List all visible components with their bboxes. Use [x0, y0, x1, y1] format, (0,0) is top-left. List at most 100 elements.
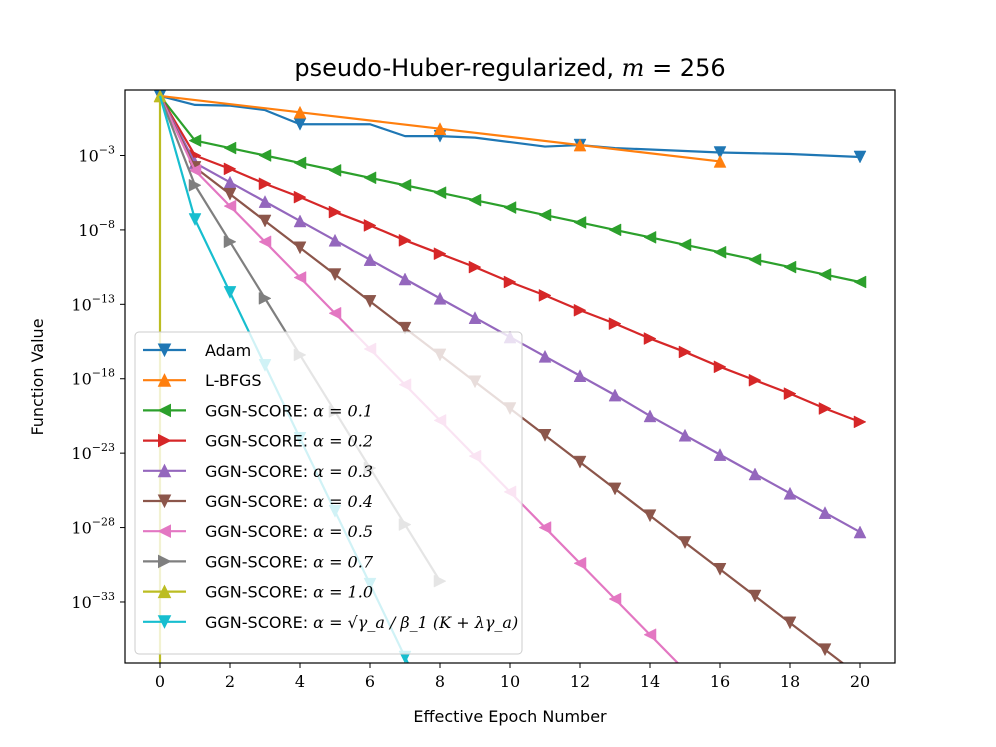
data-point	[258, 177, 272, 191]
legend-item: L-BFGS	[143, 371, 262, 390]
data-point	[258, 214, 272, 228]
data-point	[328, 233, 342, 247]
data-point	[713, 245, 727, 259]
legend-item: GGN-SCORE: α = 0.5	[143, 522, 373, 541]
data-point	[608, 482, 622, 496]
x-tick-label: 12	[570, 672, 590, 691]
data-point	[258, 149, 272, 162]
legend-item: GGN-SCORE: α = 1.0	[143, 583, 373, 602]
data-point	[783, 387, 797, 401]
data-point	[643, 230, 657, 244]
data-point	[293, 190, 307, 204]
data-point	[223, 199, 237, 213]
legend-marker	[157, 494, 172, 509]
data-point	[783, 616, 797, 630]
data-point	[223, 286, 237, 299]
data-point	[573, 369, 587, 383]
legend-marker	[157, 373, 172, 387]
data-point	[328, 306, 342, 320]
legend: Adam L-BFGS GGN-SCORE: α = 0.1 GGN-SCORE: α…	[134, 331, 523, 655]
data-point	[783, 260, 797, 274]
data-point	[293, 105, 307, 119]
data-point	[573, 216, 587, 229]
data-point	[363, 219, 377, 232]
data-point	[363, 171, 377, 185]
x-tick-label: 2	[225, 672, 235, 691]
data-point	[818, 402, 832, 415]
data-point	[573, 138, 587, 152]
data-point	[573, 556, 587, 570]
legend-item: GGN-SCORE: α = 0.3	[143, 462, 373, 481]
y-tick-label: 10−13	[71, 292, 115, 314]
data-point	[293, 156, 307, 170]
data-point	[713, 154, 727, 168]
data-point	[573, 455, 587, 469]
legend-box	[134, 331, 523, 655]
data-point	[293, 271, 307, 284]
legend-label: GGN-SCORE: α = 0.2	[205, 432, 373, 451]
data-point	[503, 201, 517, 214]
series-line	[159, 94, 861, 159]
legend-marker	[157, 615, 172, 629]
y-axis-label: Function Value	[28, 318, 47, 435]
data-point	[643, 509, 657, 523]
y-tick-label: 10−28	[71, 516, 115, 538]
x-tick-label: 0	[155, 672, 165, 691]
legend-label: GGN-SCORE: α = 0.4	[205, 492, 373, 511]
legend-item: Adam	[143, 341, 251, 360]
data-point	[538, 429, 552, 442]
data-point	[433, 122, 447, 135]
y-tick-label: 10−23	[71, 441, 115, 463]
data-point	[293, 241, 307, 255]
legend-marker	[157, 584, 172, 599]
data-point	[363, 295, 377, 308]
data-point	[398, 233, 412, 247]
legend-items: Adam L-BFGS GGN-SCORE: α = 0.1 GGN-SCORE: α…	[143, 341, 518, 632]
data-point	[258, 195, 272, 208]
data-point	[188, 213, 202, 227]
data-point	[223, 235, 237, 249]
ticks-layer: 0 2 4 6 8 10 12 14 16 18 20 10−3 10−8 10−13 10−18 10−23…	[71, 143, 870, 691]
series-line	[159, 95, 861, 284]
data-point	[608, 388, 622, 402]
data-point	[538, 288, 552, 302]
x-tick-label: 16	[710, 672, 730, 691]
data-point	[468, 311, 482, 324]
legend-item: GGN-SCORE: α = 0.2	[143, 432, 373, 451]
data-point	[398, 272, 412, 286]
x-tick-label: 20	[850, 672, 870, 691]
data-point	[468, 260, 482, 274]
data-point	[853, 525, 867, 539]
data-point	[748, 253, 762, 267]
data-point	[258, 291, 272, 305]
x-tick-label: 4	[295, 672, 305, 691]
series-3	[159, 95, 867, 289]
data-point	[433, 291, 447, 305]
data-point	[328, 163, 342, 177]
data-point	[433, 247, 447, 261]
data-point	[258, 235, 272, 249]
data-point	[538, 349, 552, 363]
legend-marker	[158, 433, 172, 448]
data-point	[818, 268, 832, 281]
data-point	[748, 589, 762, 603]
data-point	[328, 205, 342, 219]
legend-marker	[158, 554, 172, 569]
data-point	[538, 208, 552, 222]
legend-label: GGN-SCORE: α = 1.0	[205, 583, 373, 602]
x-tick-label: 10	[500, 672, 520, 691]
legend-label: GGN-SCORE: α = 0.1	[205, 401, 373, 420]
data-point	[223, 175, 237, 189]
y-tick-label: 10−8	[78, 218, 115, 240]
legend-item: GGN-SCORE: α = 0.4	[143, 492, 373, 511]
data-point	[538, 521, 552, 534]
chart-title: pseudo-Huber-regularized, m = 256	[294, 54, 725, 82]
data-point	[678, 536, 692, 550]
x-tick-label: 6	[365, 672, 375, 691]
data-point	[643, 409, 657, 423]
data-point	[713, 360, 727, 374]
data-point	[188, 163, 202, 177]
series-1	[153, 90, 867, 164]
data-point	[678, 345, 692, 359]
